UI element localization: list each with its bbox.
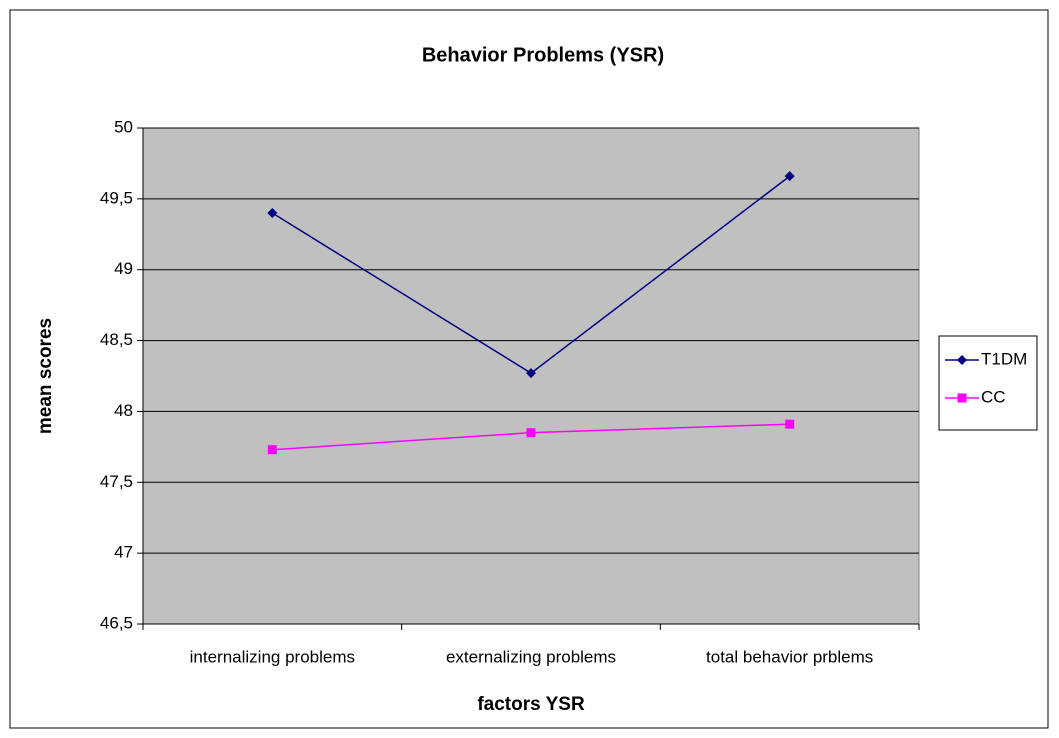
point [526, 368, 536, 379]
y-tick-label: 49,5 [100, 188, 133, 207]
y-tick-label: 46,5 [100, 613, 133, 632]
point [784, 171, 795, 182]
y-tick-label: 49 [114, 259, 133, 278]
legend-marker [957, 355, 967, 365]
x-axis-title: factors YSR [477, 694, 585, 715]
legend-label: CC [981, 387, 1006, 406]
legend: T1DM CC [938, 335, 1038, 431]
x-tick-label: internalizing problems [190, 647, 355, 666]
y-tick-label: 47,5 [100, 472, 133, 491]
legend-label: T1DM [981, 349, 1027, 368]
y-tick-label: 47 [114, 543, 133, 562]
x-tick-label: externalizing problems [446, 647, 616, 666]
point [267, 445, 277, 455]
y-tick-label: 50 [114, 117, 133, 136]
point [526, 428, 536, 438]
point [267, 208, 278, 219]
y-axis-title: mean scores [35, 318, 56, 434]
legend-marker [957, 393, 967, 403]
x-tick-label: total behavior prblems [706, 647, 873, 666]
chart-title: Behavior Problems (YSR) [422, 44, 664, 66]
legend-box [938, 335, 1038, 431]
y-tick-label: 48,5 [100, 330, 133, 349]
point [785, 419, 795, 429]
y-tick-label: 48 [114, 401, 133, 420]
